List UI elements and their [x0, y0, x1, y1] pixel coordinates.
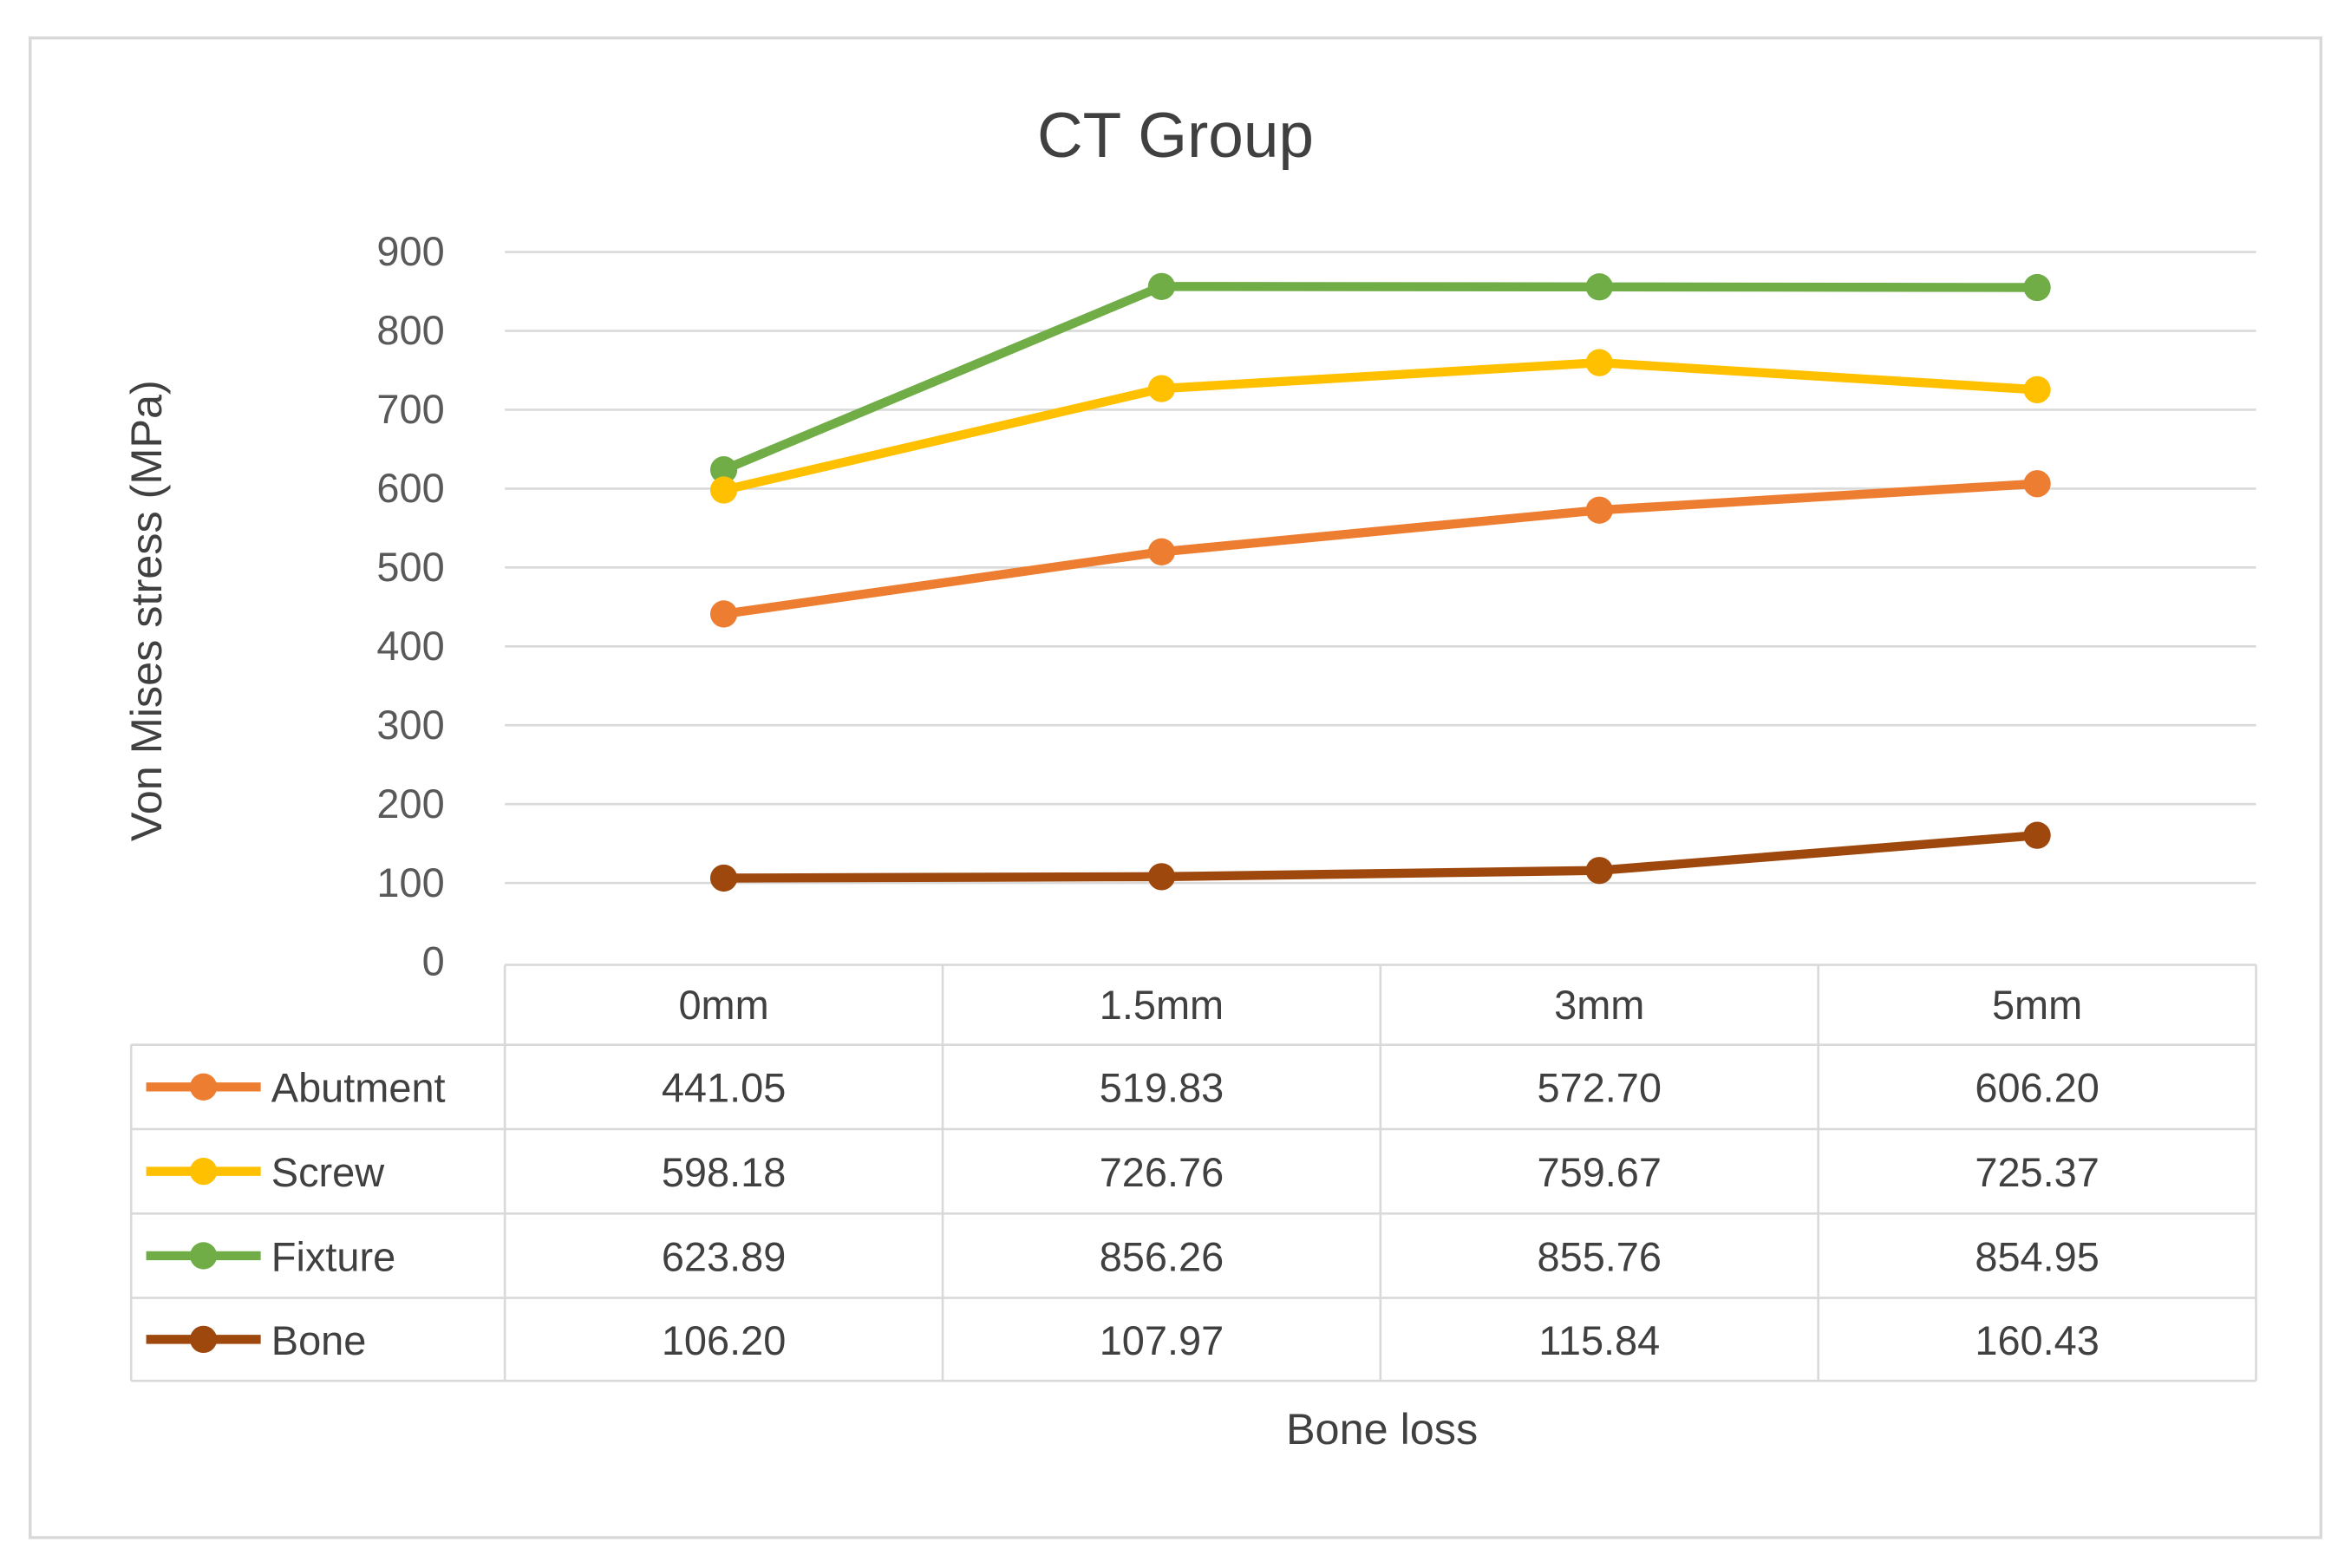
data-point-screw — [2023, 376, 2051, 404]
table-cell: 572.70 — [1538, 1066, 1662, 1111]
data-point-screw — [1585, 349, 1613, 376]
series-line-fixture — [722, 282, 2038, 474]
x-category-label: 5mm — [1992, 983, 2082, 1028]
y-tick-label: 100 — [376, 860, 444, 905]
table-cell: 856.26 — [1100, 1234, 1224, 1279]
table-cell: 725.37 — [1975, 1150, 2099, 1195]
legend-marker — [189, 1325, 218, 1354]
data-point-screw — [709, 476, 738, 504]
legend-marker — [189, 1157, 218, 1186]
x-axis-label: Bone loss — [1286, 1404, 1478, 1454]
chart-title: CT Group — [1037, 101, 1314, 171]
table-cell: 107.97 — [1100, 1318, 1224, 1363]
data-point-bone — [2023, 821, 2051, 849]
table-cell: 606.20 — [1975, 1066, 2099, 1111]
y-tick-label: 600 — [376, 466, 444, 511]
table-cell: 726.76 — [1100, 1150, 1224, 1195]
table-cell: 106.20 — [662, 1318, 786, 1363]
legend-label: Abutment — [271, 1066, 446, 1111]
y-tick-label: 800 — [376, 308, 444, 353]
series-line-bone — [723, 830, 2038, 883]
data-point-abutment — [1147, 538, 1176, 565]
data-point-abutment — [709, 600, 738, 628]
chart-border — [29, 36, 2322, 1539]
table-cell: 623.89 — [662, 1234, 786, 1279]
legend-marker — [189, 1073, 218, 1101]
y-tick-label: 700 — [376, 387, 444, 432]
x-category-label: 0mm — [678, 983, 768, 1028]
table-cell: 519.83 — [1100, 1066, 1224, 1111]
table-cell: 441.05 — [662, 1066, 786, 1111]
legend-label: Bone — [271, 1318, 367, 1363]
data-point-fixture — [2023, 273, 2051, 302]
series-line-abutment — [722, 479, 2038, 619]
data-point-fixture — [1585, 273, 1613, 301]
table-cell: 759.67 — [1538, 1150, 1662, 1195]
data-point-bone — [1585, 857, 1613, 885]
y-tick-label: 200 — [376, 781, 444, 826]
y-tick-label: 400 — [376, 624, 444, 669]
y-tick-label: 900 — [376, 229, 444, 274]
y-tick-label: 500 — [376, 545, 444, 590]
table-cell: 855.76 — [1538, 1234, 1662, 1279]
data-point-fixture — [1147, 272, 1176, 300]
y-axis-label: Von Mises stress (MPa) — [121, 380, 171, 841]
table-cell: 115.84 — [1538, 1318, 1660, 1363]
legend-label: Fixture — [271, 1234, 395, 1279]
y-tick-label: 300 — [376, 702, 444, 748]
data-point-bone — [1147, 863, 1176, 891]
x-category-label: 3mm — [1554, 983, 1644, 1028]
table-cell: 854.95 — [1975, 1234, 2099, 1279]
data-point-screw — [1147, 375, 1176, 402]
x-category-label: 1.5mm — [1100, 983, 1224, 1028]
data-point-abutment — [1585, 496, 1613, 524]
data-point-fixture — [709, 456, 738, 484]
y-tick-label: 0 — [422, 939, 445, 984]
data-point-abutment — [2023, 470, 2051, 498]
legend-marker — [189, 1242, 218, 1270]
table-cell: 160.43 — [1975, 1318, 2099, 1363]
table-cell: 598.18 — [662, 1150, 786, 1195]
legend-label: Screw — [271, 1150, 384, 1195]
series-line-screw — [722, 357, 2038, 495]
data-point-bone — [709, 864, 738, 892]
